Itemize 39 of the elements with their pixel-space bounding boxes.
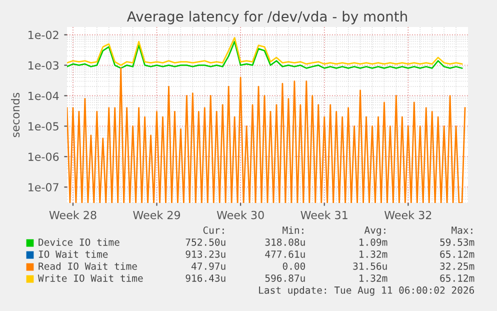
text: Cur: bbox=[203, 226, 224, 234]
text: 752.50u bbox=[186, 238, 226, 246]
y-tick-label: 1e-04 bbox=[28, 92, 59, 100]
legend-label: IO Wait time bbox=[38, 250, 108, 258]
text: Max: bbox=[452, 226, 472, 234]
y-axis-title: seconds bbox=[11, 92, 20, 138]
y-tick-label: 1e-02 bbox=[28, 30, 58, 40]
legend-label: Read IO Wait time bbox=[38, 262, 137, 270]
y-tick-label: 1e-07 bbox=[28, 183, 58, 192]
x-tick-label: Week 31 bbox=[300, 210, 348, 220]
text: 596.87u bbox=[265, 274, 305, 282]
y-tick-label: 1e-06 bbox=[28, 152, 59, 161]
text: 59.53m bbox=[440, 238, 474, 246]
x-tick-label: Week 30 bbox=[216, 210, 264, 220]
y-tick-label: 1e-05 bbox=[28, 122, 58, 131]
text: 31.56u bbox=[353, 262, 387, 270]
text: 913.23u bbox=[186, 250, 226, 258]
legend-label: Device IO time bbox=[38, 238, 120, 246]
text: 0.00 bbox=[282, 262, 306, 270]
text: Min: bbox=[282, 226, 304, 234]
text: 47.97u bbox=[192, 262, 226, 270]
text: 65.12m bbox=[440, 250, 474, 258]
line-series bbox=[67, 67, 466, 203]
x-tick-label: Week 28 bbox=[49, 210, 96, 220]
chart-title: Average latency for /dev/vda - by month bbox=[126, 10, 407, 24]
x-tick-label: Week 32 bbox=[384, 210, 432, 220]
text: 32.25m bbox=[440, 262, 474, 270]
legend-label: Write IO Wait time bbox=[38, 274, 143, 282]
text: Avg: bbox=[364, 226, 386, 236]
text: 1.32m bbox=[360, 250, 388, 258]
x-tick-label: Week 29 bbox=[133, 210, 180, 220]
text: Last update: Tue Aug 11 06:00:02 2026 bbox=[259, 286, 474, 296]
text: 65.12m bbox=[440, 274, 474, 282]
text: 477.61u bbox=[265, 250, 305, 258]
text: 318.08u bbox=[265, 238, 305, 246]
text: 1.09m bbox=[360, 238, 388, 246]
text: 1.32m bbox=[360, 274, 388, 282]
y-tick-label: 1e-03 bbox=[28, 61, 58, 70]
text: 916.43u bbox=[186, 274, 226, 282]
